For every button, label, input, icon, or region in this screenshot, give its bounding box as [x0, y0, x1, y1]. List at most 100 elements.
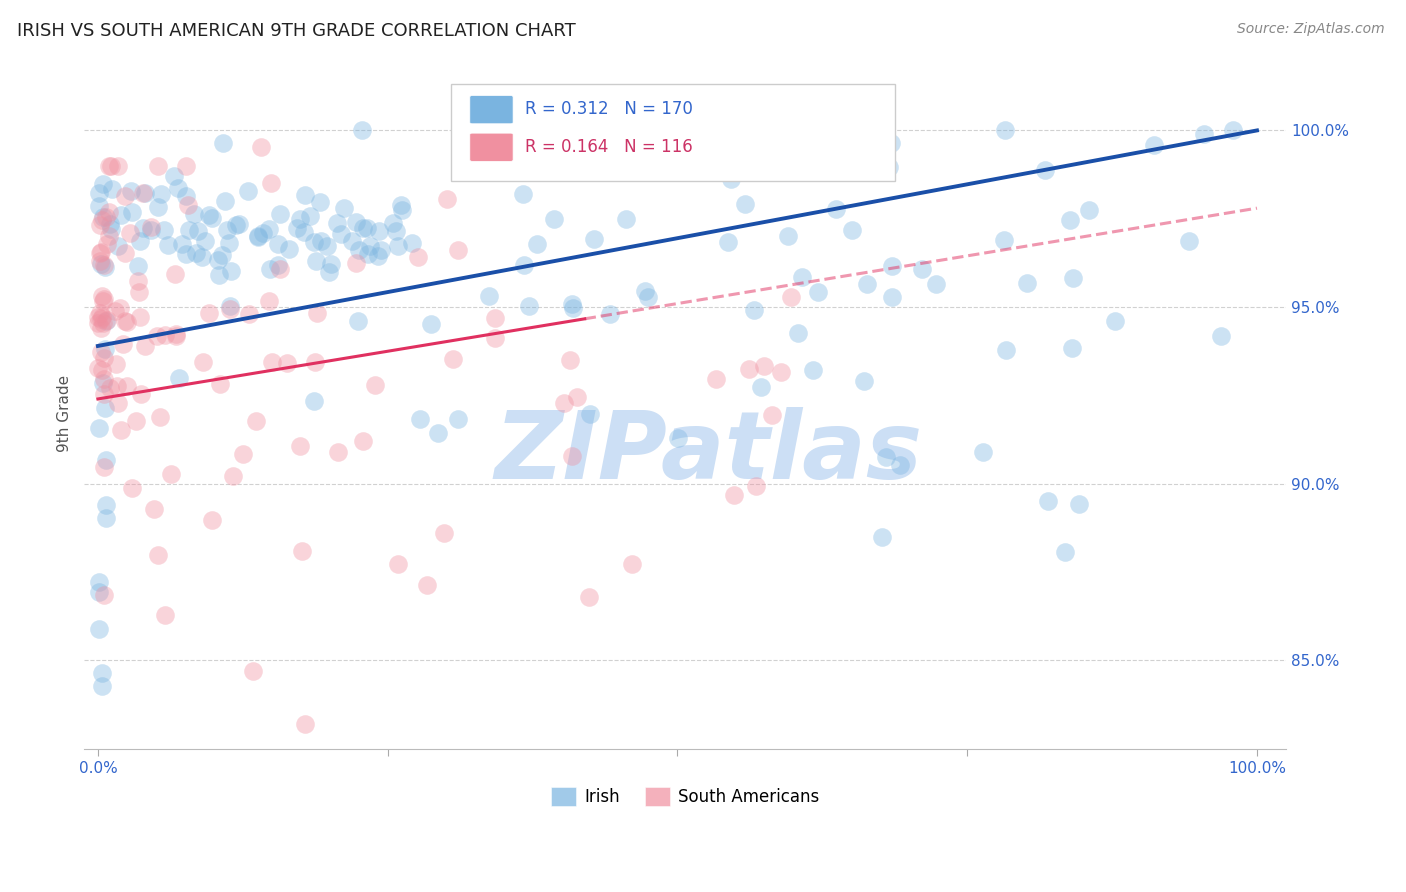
Point	[599, 307, 621, 321]
Point	[218, 235, 240, 250]
Point	[319, 257, 342, 271]
FancyBboxPatch shape	[470, 95, 513, 124]
Point	[100, 217, 122, 231]
Point	[561, 449, 583, 463]
Point	[579, 408, 602, 422]
Point	[107, 239, 129, 253]
Text: IRISH VS SOUTH AMERICAN 9TH GRADE CORRELATION CHART: IRISH VS SOUTH AMERICAN 9TH GRADE CORREL…	[17, 22, 575, 40]
Point	[107, 396, 129, 410]
Point	[276, 356, 298, 370]
FancyBboxPatch shape	[470, 133, 513, 161]
Point	[177, 223, 200, 237]
Point	[875, 450, 897, 465]
Point	[290, 211, 312, 226]
Point	[132, 186, 155, 201]
Point	[352, 123, 374, 137]
Point	[752, 359, 775, 373]
Point	[1036, 494, 1059, 508]
Point	[364, 377, 387, 392]
Point	[87, 361, 110, 376]
Point	[131, 221, 153, 235]
Point	[292, 225, 315, 239]
Point	[391, 202, 413, 217]
Point	[128, 234, 150, 248]
Point	[478, 288, 501, 302]
Point	[94, 342, 117, 356]
Point	[118, 226, 141, 240]
Point	[245, 414, 267, 428]
Point	[1060, 341, 1083, 355]
Point	[91, 376, 114, 390]
Point	[101, 181, 124, 195]
Point	[93, 294, 115, 309]
Point	[225, 218, 247, 232]
Point	[89, 622, 111, 636]
Point	[146, 548, 169, 562]
Point	[311, 235, 333, 249]
Point	[738, 362, 761, 376]
Point	[183, 207, 205, 221]
Text: R = 0.312   N = 170: R = 0.312 N = 170	[524, 100, 693, 118]
Point	[299, 209, 322, 223]
Point	[526, 236, 548, 251]
Point	[880, 136, 903, 150]
Legend: Irish, South Americans: Irish, South Americans	[544, 780, 825, 813]
Point	[305, 253, 328, 268]
Point	[277, 243, 299, 257]
Point	[869, 123, 891, 137]
Point	[269, 207, 291, 221]
Point	[513, 258, 536, 272]
Point	[359, 239, 381, 253]
Point	[786, 154, 808, 169]
Point	[98, 205, 121, 219]
Point	[87, 575, 110, 590]
Point	[742, 303, 765, 318]
Point	[91, 289, 114, 303]
Point	[114, 246, 136, 260]
Point	[356, 221, 378, 235]
Point	[305, 306, 328, 320]
Point	[201, 211, 224, 225]
Point	[91, 210, 114, 224]
Point	[807, 285, 830, 299]
Point	[91, 177, 114, 191]
Point	[561, 297, 583, 311]
Point	[994, 123, 1017, 137]
Point	[87, 421, 110, 435]
Point	[993, 233, 1015, 247]
Point	[177, 198, 200, 212]
Point	[87, 186, 110, 201]
Point	[614, 212, 637, 227]
Point	[860, 152, 883, 166]
Point	[90, 257, 112, 271]
Text: R = 0.164   N = 116: R = 0.164 N = 116	[524, 137, 693, 155]
Point	[96, 314, 118, 328]
Point	[560, 353, 582, 368]
Point	[761, 408, 783, 422]
Point	[142, 501, 165, 516]
Point	[1069, 497, 1091, 511]
Point	[259, 222, 281, 236]
Point	[163, 267, 186, 281]
Point	[87, 199, 110, 213]
Point	[98, 228, 121, 243]
Point	[620, 557, 643, 571]
Point	[93, 372, 115, 386]
Point	[134, 339, 156, 353]
Text: Source: ZipAtlas.com: Source: ZipAtlas.com	[1237, 22, 1385, 37]
Point	[304, 354, 326, 368]
Point	[96, 499, 118, 513]
Point	[333, 201, 356, 215]
Point	[197, 306, 219, 320]
Point	[484, 331, 506, 345]
Point	[87, 310, 110, 324]
Point	[91, 316, 114, 330]
Point	[723, 488, 745, 502]
Point	[163, 169, 186, 183]
Point	[925, 277, 948, 292]
Point	[94, 452, 117, 467]
Point	[93, 588, 115, 602]
Point	[744, 478, 766, 492]
Point	[436, 192, 458, 206]
Point	[134, 186, 156, 200]
